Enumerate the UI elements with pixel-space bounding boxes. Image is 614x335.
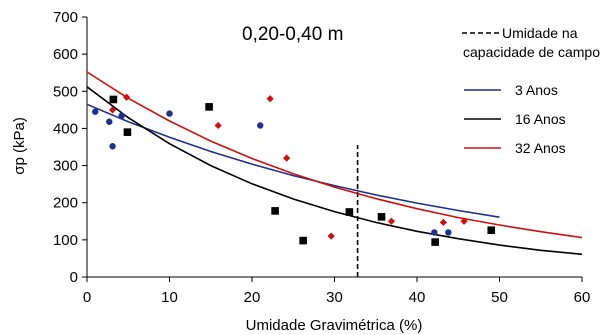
x-tick-label: 10 <box>161 289 178 306</box>
x-tick-label: 40 <box>409 289 426 306</box>
legend-reference-label: Umidade na <box>502 25 578 41</box>
data-point <box>299 236 307 245</box>
data-point <box>439 218 447 226</box>
y-tick-label: 100 <box>53 232 78 249</box>
data-point <box>92 108 99 115</box>
data-point <box>257 122 264 129</box>
data-point <box>345 208 354 216</box>
data-point <box>387 217 396 225</box>
axes <box>82 16 583 282</box>
data-point <box>205 103 213 111</box>
data-point <box>123 128 132 136</box>
y-tick-label: 600 <box>53 46 78 63</box>
data-point <box>166 110 173 117</box>
y-tick-label: 200 <box>53 195 78 212</box>
y-tick-label: 300 <box>53 158 78 175</box>
data-point <box>431 229 438 236</box>
data-point <box>460 217 468 225</box>
data-points <box>92 93 496 246</box>
legend-reference-label: capacidade de campo <box>463 44 600 60</box>
tick-labels: 0 100 200 300 400 500 600 700 0 10 20 30 40 50 60 <box>53 9 590 306</box>
y-tick-label: 400 <box>53 120 78 137</box>
y-tick-label: 700 <box>53 9 78 26</box>
data-point <box>487 226 496 234</box>
data-point <box>109 95 118 104</box>
data-point <box>327 232 335 240</box>
fit-curve <box>86 103 500 218</box>
data-point <box>271 207 279 215</box>
fitted-curves <box>86 71 583 256</box>
fit-curve <box>86 71 583 239</box>
y-axis-title: σp (kPa) <box>11 117 28 175</box>
y-tick-label: 500 <box>53 83 78 100</box>
y-tick-label: 0 <box>70 269 78 286</box>
legend-label: 16 Anos <box>515 111 566 127</box>
data-point <box>106 118 113 125</box>
legend: Umidade na capacidade de campo 3 Anos 16 An… <box>462 25 600 156</box>
data-point <box>214 121 222 130</box>
fit-curve <box>86 86 583 256</box>
x-tick-label: 20 <box>244 289 261 306</box>
x-tick-label: 60 <box>574 289 591 306</box>
legend-label: 3 Anos <box>515 82 558 98</box>
x-tick-label: 0 <box>83 289 91 306</box>
data-point <box>108 106 117 114</box>
data-point <box>123 93 131 101</box>
data-point <box>118 112 125 120</box>
chart-title: 0,20-0,40 m <box>242 24 343 45</box>
data-point <box>431 238 439 246</box>
data-point <box>377 213 386 221</box>
x-tick-label: 50 <box>491 289 508 306</box>
x-tick-label: 30 <box>326 289 343 306</box>
data-point <box>109 143 116 150</box>
data-point <box>266 95 274 103</box>
data-point <box>283 154 291 162</box>
legend-label: 32 Anos <box>515 140 566 156</box>
data-point <box>445 229 452 236</box>
x-axis-title: Umidade Gravimétrica (%) <box>246 317 423 334</box>
